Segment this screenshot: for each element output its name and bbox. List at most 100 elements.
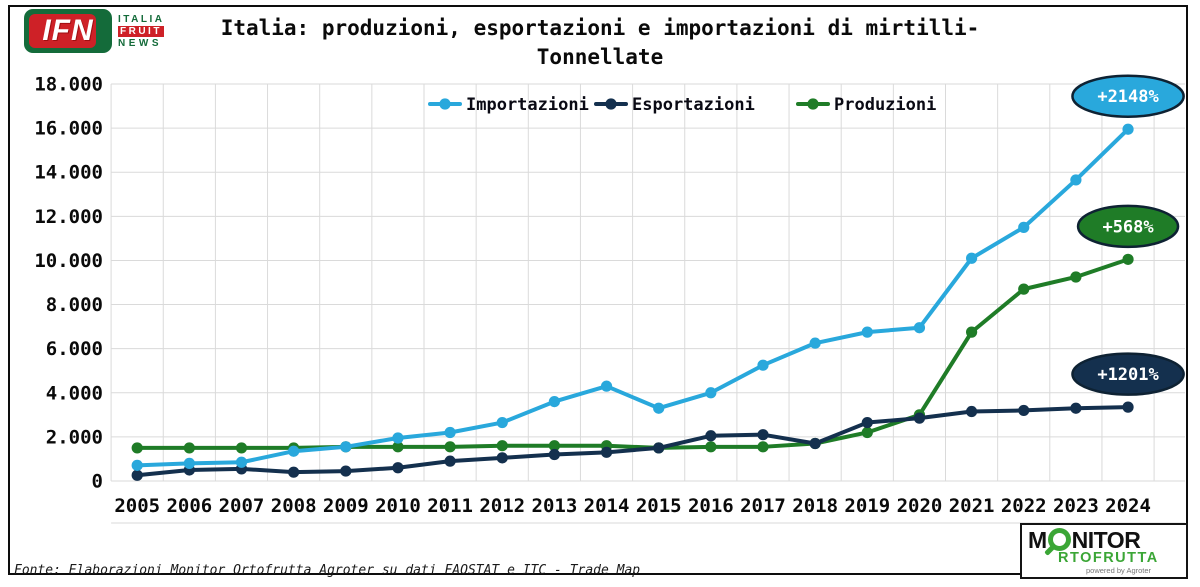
x-tick-label: 2013	[532, 495, 578, 517]
data-point-esportazioni-2005	[131, 469, 143, 481]
data-point-esportazioni-2023	[1070, 402, 1082, 414]
x-tick-label: 2018	[792, 495, 838, 517]
x-tick-label: 2012	[479, 495, 525, 517]
data-point-esportazioni-2014	[600, 446, 613, 458]
ifn-logo: IFN ITALIA FRUIT NEWS	[24, 9, 164, 53]
monitor-ortofrutta-logo: M NITOR RTOFRUTTA powered by Agroter	[1020, 523, 1188, 579]
data-point-importazioni-2019	[861, 326, 873, 338]
data-point-importazioni-2020	[913, 322, 926, 334]
y-tick-label: 8.000	[46, 294, 103, 316]
series-line-produzioni	[135, 257, 1131, 450]
x-tick-label: 2009	[323, 495, 369, 517]
legend-label: Importazioni	[466, 95, 589, 115]
data-point-importazioni-2010	[392, 432, 404, 444]
data-point-produzioni-2010	[392, 441, 404, 453]
y-tick-label: 14.000	[34, 162, 103, 184]
x-tick-label: 2024	[1105, 495, 1151, 517]
legend-marker-dot	[439, 98, 451, 110]
data-point-produzioni-2024	[1122, 253, 1134, 265]
data-point-importazioni-2018	[809, 337, 821, 349]
x-tick-label: 2006	[166, 495, 212, 517]
data-point-esportazioni-2022	[1018, 404, 1030, 417]
data-point-produzioni-2011	[444, 441, 456, 453]
data-point-importazioni-2007	[235, 456, 248, 468]
legend-label: Produzioni	[834, 95, 936, 115]
legend-marker-dot	[807, 98, 819, 110]
badge-esportazioni: +1201%	[1071, 352, 1185, 396]
x-axis-labels: 2005 2006 2007 2008 2009 2010 2011 2012 2013 2014…	[114, 495, 1151, 517]
data-point-produzioni-2022	[1018, 283, 1030, 295]
y-tick-label: 0	[92, 471, 103, 493]
data-point-importazioni-2005	[131, 459, 143, 471]
y-tick-label: 12.000	[34, 206, 103, 228]
data-point-importazioni-2008	[288, 445, 300, 457]
badge-produzioni: +568%	[1076, 204, 1180, 249]
data-point-esportazioni-2018	[809, 437, 821, 450]
data-point-importazioni-2023	[1070, 174, 1082, 186]
data-point-produzioni-2012	[496, 440, 508, 452]
data-point-produzioni-2021	[966, 326, 978, 338]
ifn-logo-box: IFN	[24, 9, 112, 53]
badge-label: +568%	[1102, 217, 1154, 237]
data-point-produzioni-2019	[861, 426, 873, 439]
data-point-importazioni-2021	[966, 252, 978, 264]
data-point-importazioni-2024	[1122, 123, 1134, 135]
series-line-esportazioni	[135, 405, 1131, 478]
series-line-importazioni	[135, 127, 1131, 468]
x-tick-label: 2020	[897, 495, 943, 517]
monitor-logo-m: M	[1028, 526, 1047, 553]
data-point-importazioni-2012	[496, 416, 508, 429]
ifn-logo-red-accent	[29, 14, 96, 48]
legend: Importazioni Esportazioni Produzioni	[428, 95, 936, 115]
source-note: Fonte: Elaborazioni Monitor Ortofrutta A…	[14, 563, 641, 578]
data-point-produzioni-2005	[131, 442, 143, 454]
data-point-esportazioni-2015	[653, 442, 665, 454]
data-point-esportazioni-2009	[340, 465, 352, 477]
data-point-importazioni-2017	[757, 359, 769, 371]
badge-label: +2148%	[1097, 87, 1159, 107]
chart-title: Italia: produzioni, esportazioni e impor…	[221, 14, 980, 72]
data-point-produzioni-2007	[235, 442, 248, 454]
x-tick-label: 2008	[271, 495, 317, 517]
data-point-esportazioni-2020	[913, 412, 926, 424]
data-point-importazioni-2006	[183, 457, 195, 469]
data-point-esportazioni-2013	[548, 448, 561, 461]
y-tick-label: 2.000	[46, 426, 103, 448]
monitor-logo-powered: powered by Agroter	[1086, 566, 1152, 575]
data-point-produzioni-2013	[548, 440, 561, 452]
x-tick-label: 2019	[844, 495, 890, 517]
y-axis-labels: 18.000 16.000 14.000 12.000 10.000 8.000 6.000…	[34, 74, 103, 493]
legend-marker-dot	[605, 98, 617, 110]
data-point-esportazioni-2024	[1122, 401, 1134, 413]
legend-label: Esportazioni	[632, 95, 755, 115]
ifn-logo-acronym: IFN	[42, 14, 94, 47]
ifn-logo-wordmark: ITALIA FRUIT NEWS	[118, 14, 164, 49]
y-tick-label: 10.000	[34, 250, 103, 272]
data-point-produzioni-2006	[183, 442, 195, 454]
data-point-esportazioni-2010	[392, 462, 404, 474]
x-tick-label: 2014	[584, 495, 630, 517]
badge-ellipse	[1071, 352, 1185, 396]
badge-ellipse	[1071, 74, 1185, 118]
badge-label: +1201%	[1097, 365, 1159, 385]
x-tick-label: 2022	[1001, 495, 1047, 517]
y-tick-label: 16.000	[34, 118, 103, 140]
data-point-importazioni-2022	[1018, 221, 1030, 233]
data-point-esportazioni-2017	[757, 429, 769, 441]
data-point-esportazioni-2008	[288, 466, 300, 478]
x-tick-label: 2010	[375, 495, 421, 517]
monitor-logo-line2: RTOFRUTTA	[1058, 550, 1159, 566]
legend-item-produzioni: Produzioni	[796, 95, 936, 115]
ifn-logo-fruit: FRUIT	[118, 25, 164, 37]
y-tick-label: 4.000	[46, 382, 103, 404]
data-point-importazioni-2011	[444, 426, 456, 439]
legend-item-esportazioni: Esportazioni	[594, 95, 755, 115]
y-tick-label: 18.000	[34, 74, 103, 96]
x-tick-label: 2021	[949, 495, 995, 517]
data-point-esportazioni-2012	[496, 452, 508, 464]
y-tick-label: 6.000	[46, 338, 103, 360]
badge-importazioni: +2148%	[1071, 74, 1185, 118]
monitor-logo-nitor: NITOR	[1071, 526, 1141, 553]
chart-title-line2: Tonnellate	[536, 45, 664, 69]
